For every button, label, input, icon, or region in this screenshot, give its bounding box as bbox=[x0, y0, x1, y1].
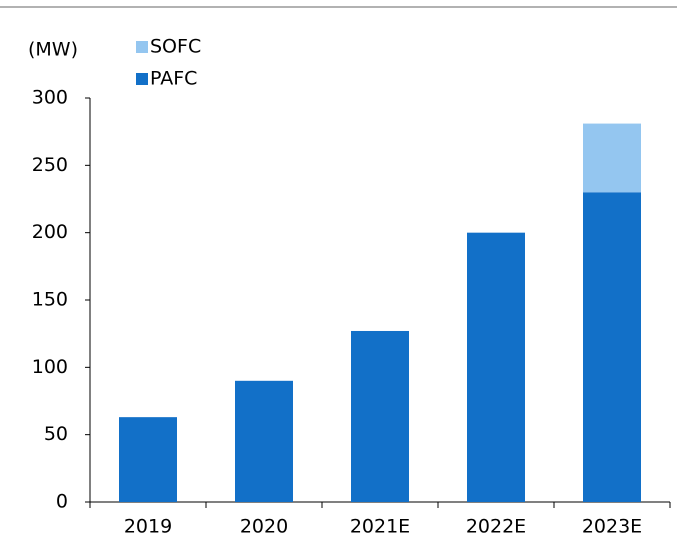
legend-swatch bbox=[136, 73, 148, 85]
y-tick-label: 150 bbox=[32, 289, 68, 311]
bar-segment bbox=[119, 417, 177, 502]
bar-segment bbox=[235, 380, 293, 502]
y-axis-label: (MW) bbox=[28, 39, 78, 61]
y-tick-label: 200 bbox=[32, 221, 68, 243]
bar-segment bbox=[583, 192, 641, 502]
y-tick-label: 50 bbox=[44, 423, 68, 445]
bar-segment bbox=[467, 232, 525, 502]
legend-swatch bbox=[136, 41, 148, 53]
legend-label: SOFC bbox=[150, 36, 201, 58]
x-tick-label: 2021E bbox=[350, 516, 410, 538]
x-tick-label: 2022E bbox=[466, 516, 526, 538]
y-tick-label: 250 bbox=[32, 154, 68, 176]
bar-segment bbox=[583, 123, 641, 193]
y-tick-label: 300 bbox=[32, 87, 68, 109]
x-tick-label: 2020 bbox=[240, 516, 288, 538]
legend-label: PAFC bbox=[150, 68, 197, 90]
bar-segment bbox=[351, 330, 409, 502]
y-tick-label: 0 bbox=[56, 491, 68, 513]
x-tick-label: 2023E bbox=[582, 516, 642, 538]
x-tick-label: 2019 bbox=[124, 516, 172, 538]
y-tick-label: 100 bbox=[32, 356, 68, 378]
